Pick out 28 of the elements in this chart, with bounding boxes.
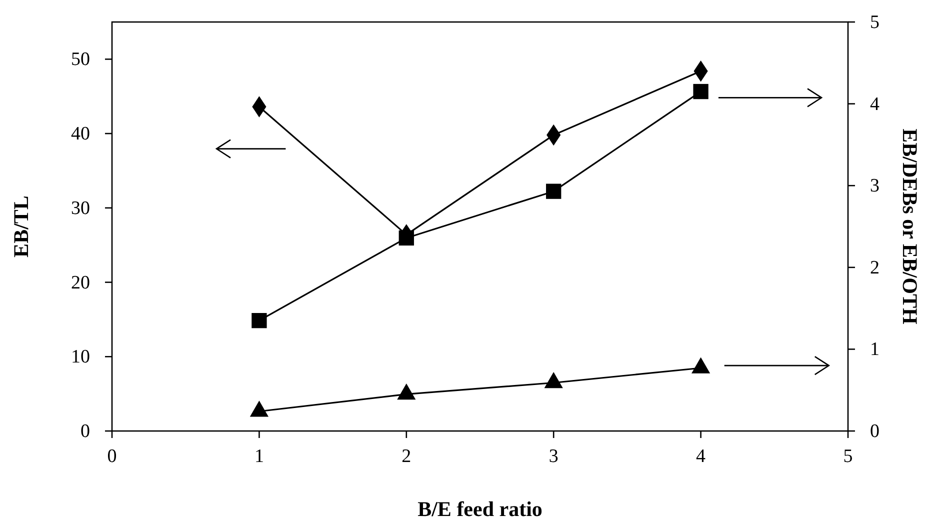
point (693, 84, 708, 100)
y-tick-label: 30 (71, 198, 90, 219)
x-tick-label: 4 (696, 446, 706, 467)
y-tick-label: 20 (71, 272, 90, 294)
y2-tick-label: 4 (870, 94, 880, 115)
y2-tick-label: 3 (870, 176, 880, 197)
point (397, 383, 416, 400)
y2-axis-title: EB/DEBs or EB/OTH (898, 128, 922, 324)
x-tick-label: 2 (402, 446, 412, 467)
x-tick-label: 0 (107, 446, 117, 467)
y-tick-label: 0 (80, 421, 90, 442)
point (544, 372, 563, 388)
point (691, 357, 710, 374)
y-tick-label: 40 (71, 124, 90, 145)
y2-tick-label: 2 (870, 257, 880, 278)
y-tick-label: 10 (71, 346, 90, 368)
x-axis-title: B/E feed ratio (418, 497, 542, 521)
point (250, 400, 269, 417)
y-tick-label: 50 (71, 49, 90, 70)
y2-tick-label: 0 (870, 421, 880, 442)
y2-tick-label: 1 (870, 339, 880, 360)
y2-tick-label: 5 (870, 12, 880, 33)
x-tick-label: 1 (254, 446, 264, 467)
x-tick-label: 3 (548, 446, 558, 467)
y-axis-title: EB/TL (9, 196, 33, 258)
point (546, 184, 562, 199)
x-tick-label: 5 (843, 446, 853, 467)
point (398, 230, 414, 246)
